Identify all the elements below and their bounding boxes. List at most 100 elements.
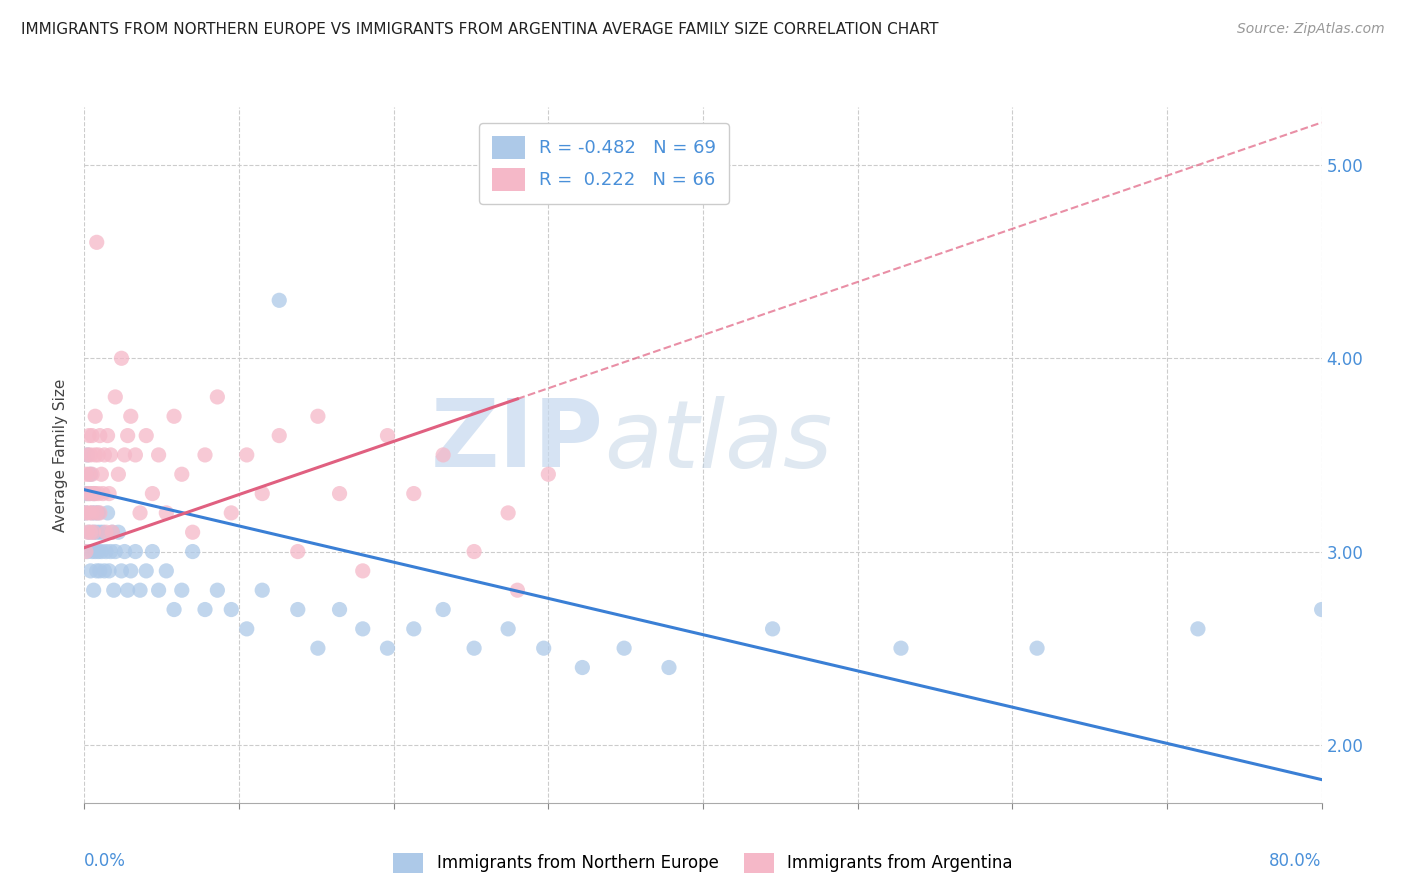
Point xyxy=(104,390,127,404)
Point xyxy=(236,448,259,462)
Point xyxy=(75,467,97,482)
Point xyxy=(79,564,101,578)
Point xyxy=(117,583,139,598)
Point xyxy=(463,641,485,656)
Point xyxy=(104,544,127,558)
Point xyxy=(1187,622,1209,636)
Point xyxy=(77,467,100,482)
Point xyxy=(496,622,519,636)
Point xyxy=(181,544,204,558)
Point xyxy=(135,564,157,578)
Point xyxy=(269,293,291,308)
Point xyxy=(89,506,111,520)
Point xyxy=(83,583,105,598)
Point xyxy=(82,428,104,442)
Point xyxy=(658,660,681,674)
Point xyxy=(329,486,352,500)
Point xyxy=(87,486,110,500)
Point xyxy=(79,448,101,462)
Point xyxy=(571,660,593,674)
Point xyxy=(124,448,146,462)
Point xyxy=(76,486,98,500)
Point xyxy=(98,564,121,578)
Point xyxy=(432,602,454,616)
Point xyxy=(86,564,108,578)
Point xyxy=(107,467,129,482)
Point xyxy=(100,544,122,558)
Point xyxy=(84,486,107,500)
Point xyxy=(76,448,98,462)
Point xyxy=(155,564,177,578)
Point xyxy=(506,583,529,598)
Point xyxy=(93,448,115,462)
Point xyxy=(120,564,142,578)
Point xyxy=(97,428,120,442)
Point xyxy=(83,486,105,500)
Point xyxy=(170,583,193,598)
Point xyxy=(432,448,454,462)
Point xyxy=(84,409,107,424)
Point xyxy=(252,486,274,500)
Point xyxy=(91,525,114,540)
Point xyxy=(87,544,110,558)
Point xyxy=(86,525,108,540)
Point xyxy=(79,467,101,482)
Point xyxy=(75,506,97,520)
Point xyxy=(76,448,98,462)
Point xyxy=(77,525,100,540)
Point xyxy=(110,564,132,578)
Point xyxy=(287,602,309,616)
Point xyxy=(86,506,108,520)
Point xyxy=(496,506,519,520)
Text: Source: ZipAtlas.com: Source: ZipAtlas.com xyxy=(1237,22,1385,37)
Point xyxy=(114,448,136,462)
Point xyxy=(613,641,636,656)
Point xyxy=(93,564,115,578)
Point xyxy=(86,235,108,250)
Point xyxy=(377,641,399,656)
Text: 80.0%: 80.0% xyxy=(1270,852,1322,870)
Point xyxy=(77,428,100,442)
Point xyxy=(402,622,425,636)
Point xyxy=(1026,641,1049,656)
Point xyxy=(77,486,100,500)
Point xyxy=(83,525,105,540)
Point xyxy=(129,583,152,598)
Point xyxy=(100,448,122,462)
Point xyxy=(94,525,117,540)
Text: atlas: atlas xyxy=(605,395,832,486)
Point xyxy=(75,544,97,558)
Point xyxy=(87,448,110,462)
Point xyxy=(352,564,374,578)
Point xyxy=(90,467,112,482)
Point xyxy=(170,467,193,482)
Point xyxy=(79,486,101,500)
Point xyxy=(84,448,107,462)
Point xyxy=(1310,602,1333,616)
Point xyxy=(117,428,139,442)
Point xyxy=(82,506,104,520)
Point xyxy=(82,544,104,558)
Point xyxy=(84,506,107,520)
Point xyxy=(537,467,560,482)
Point xyxy=(329,602,352,616)
Point xyxy=(148,448,170,462)
Point xyxy=(352,622,374,636)
Point xyxy=(98,486,121,500)
Point xyxy=(163,409,186,424)
Point xyxy=(163,602,186,616)
Point xyxy=(120,409,142,424)
Point xyxy=(221,602,243,616)
Point xyxy=(84,544,107,558)
Point xyxy=(890,641,912,656)
Point xyxy=(110,351,132,366)
Point xyxy=(533,641,555,656)
Point xyxy=(141,544,163,558)
Point xyxy=(89,564,111,578)
Point xyxy=(129,506,152,520)
Point xyxy=(107,525,129,540)
Point xyxy=(77,506,100,520)
Point xyxy=(181,525,204,540)
Legend: R = -0.482   N = 69, R =  0.222   N = 66: R = -0.482 N = 69, R = 0.222 N = 66 xyxy=(479,123,728,203)
Point xyxy=(207,390,229,404)
